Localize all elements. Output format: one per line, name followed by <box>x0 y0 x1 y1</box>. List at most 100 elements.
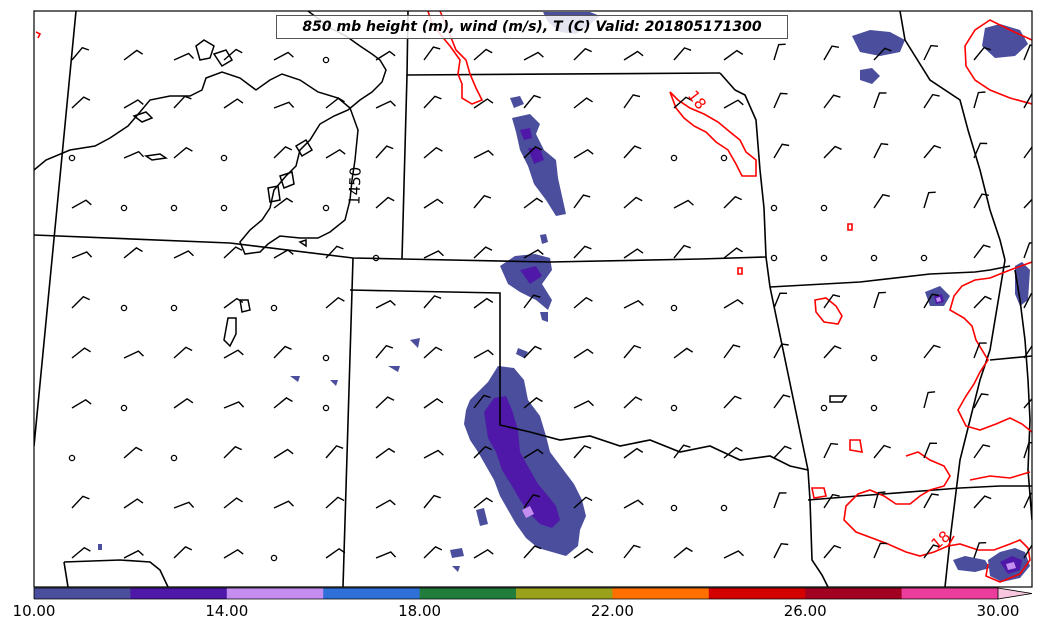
wind-barb <box>423 46 441 61</box>
wind-barb <box>473 149 494 159</box>
wind-barb <box>573 547 594 559</box>
wind-barb <box>223 401 245 409</box>
calm-wind-marker <box>920 254 928 262</box>
wind-barb <box>923 544 941 559</box>
wind-barb <box>973 91 986 109</box>
wind-barb <box>423 494 441 509</box>
wind-barb <box>723 195 742 209</box>
temperature-contours <box>35 11 1032 583</box>
wind-barb <box>473 548 494 559</box>
colorbar-segment <box>708 588 806 599</box>
calm-wind-marker <box>720 154 728 162</box>
calm-wind-marker <box>372 254 380 262</box>
wind-barb <box>123 49 144 61</box>
wind-barb <box>573 496 593 509</box>
wind-barb <box>823 544 842 559</box>
wind-barb <box>375 299 396 309</box>
wind-barb <box>623 94 641 109</box>
colorbar-extend-arrow <box>997 587 1033 600</box>
wind-barb <box>673 547 693 559</box>
calm-wind-marker <box>720 504 728 512</box>
wind-barb <box>923 93 940 109</box>
wind-barb <box>223 497 243 509</box>
wind-barb <box>573 348 594 359</box>
wind-barb <box>723 298 744 309</box>
wind-barb <box>325 97 345 109</box>
wind-barb <box>1023 292 1032 309</box>
calm-wind-marker <box>670 404 678 412</box>
wind-barb <box>1023 397 1032 409</box>
wind-barb <box>623 248 644 259</box>
wind-barb <box>273 500 294 509</box>
calm-wind-marker <box>322 404 330 412</box>
calm-wind-marker <box>670 504 678 512</box>
wind-barb <box>773 143 790 159</box>
wind-barb <box>473 297 494 309</box>
height-contour-label: 1450 <box>345 166 364 205</box>
calm-wind-marker <box>68 154 76 162</box>
wind-barb <box>173 546 193 559</box>
wind-barb <box>71 546 91 559</box>
wind-barb <box>423 397 444 409</box>
wind-barb <box>823 345 842 359</box>
calm-wind-marker <box>270 304 278 312</box>
colorbar-segment <box>323 588 421 599</box>
wind-barb <box>423 146 443 159</box>
colorbar-segment <box>226 588 324 599</box>
wind-barb <box>273 197 294 209</box>
wind-barb <box>723 344 741 359</box>
wind-barb <box>873 291 886 309</box>
colorbar-segment <box>612 588 710 599</box>
wind-barb <box>123 350 144 359</box>
wind-barb <box>723 395 742 409</box>
wind-barb <box>623 544 641 559</box>
wind-barb <box>1023 44 1032 61</box>
wind-barb <box>1023 242 1032 259</box>
wind-barb <box>973 495 992 509</box>
wind-barb <box>523 545 542 559</box>
wind-barb <box>773 492 787 509</box>
wind-barb <box>375 344 394 359</box>
wind-barb <box>123 150 145 159</box>
wind-barb <box>473 349 494 359</box>
calm-wind-marker <box>322 56 330 64</box>
calm-wind-marker <box>322 204 330 212</box>
wind-barb <box>973 193 990 209</box>
plot-frame <box>33 10 1033 588</box>
wind-barb <box>973 244 991 259</box>
wind-barb <box>573 194 591 209</box>
calm-wind-marker <box>870 404 878 412</box>
wind-barb <box>71 96 91 109</box>
calm-wind-marker <box>870 254 878 262</box>
calm-wind-marker <box>770 204 778 212</box>
wind-barb <box>873 491 886 509</box>
wind-barb <box>823 493 840 509</box>
wind-barb <box>923 144 942 159</box>
wind-barb <box>375 499 396 509</box>
wind-barb <box>223 349 244 359</box>
wind-barb <box>173 52 194 61</box>
wind-barb <box>473 394 491 409</box>
calm-wind-marker <box>170 204 178 212</box>
wind-barb <box>823 294 841 309</box>
wind-barb <box>523 146 543 159</box>
wind-barb <box>773 92 788 109</box>
wind-barb <box>873 92 887 109</box>
colorbar-tick-label: 14.00 <box>205 602 249 620</box>
wind-barb <box>573 400 594 409</box>
wind-barb <box>173 501 195 509</box>
wind-barb <box>573 445 592 459</box>
wind-barb <box>573 97 593 109</box>
colorbar-segment <box>130 588 228 599</box>
wind-barb <box>523 345 542 359</box>
calm-wind-marker <box>120 204 128 212</box>
wind-barb <box>273 101 295 109</box>
wind-barb <box>325 496 345 509</box>
wind-barb <box>1023 198 1032 209</box>
wind-barb <box>71 495 90 509</box>
wind-barb <box>823 145 842 159</box>
wind-barb <box>423 95 442 109</box>
wind-barb <box>873 142 889 159</box>
calm-wind-marker <box>220 204 228 212</box>
wind-barb <box>375 145 394 159</box>
